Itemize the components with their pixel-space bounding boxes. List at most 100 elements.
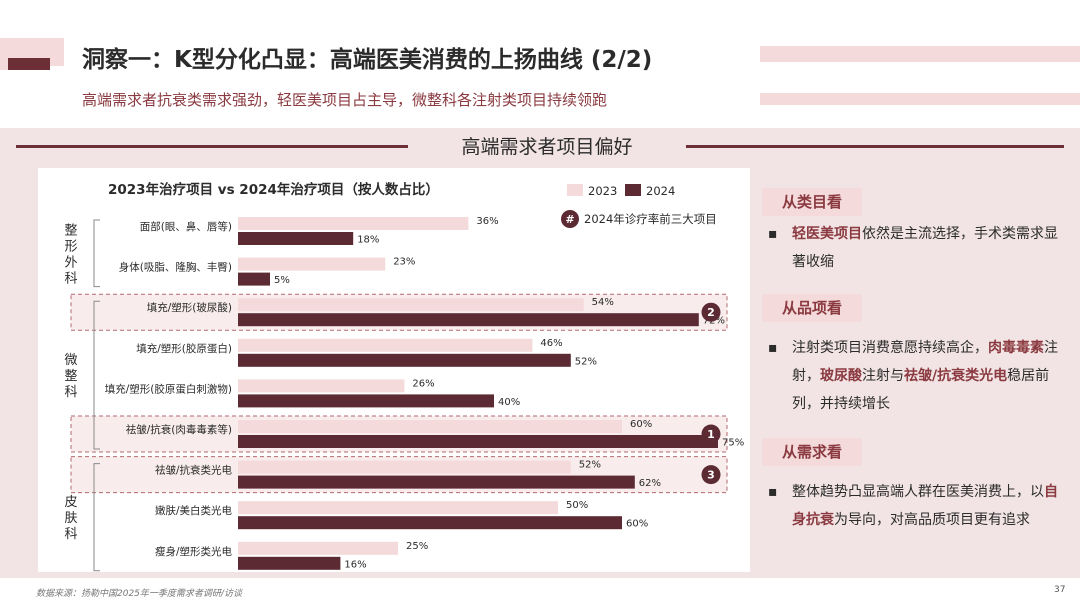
data-label-2024: 75% [722,438,744,449]
bar-2023 [238,217,469,230]
group-label-char: 科 [64,527,77,542]
insight-segment: 为导向，对高品质项目更有追求 [834,512,1030,528]
bar-2024 [238,556,341,570]
bar-2023 [238,501,558,515]
insight-highlight: 玻尿酸 [820,368,862,384]
data-label-2023: 46% [540,338,562,349]
page-number: 37 [1054,585,1066,595]
data-label-2024: 40% [498,397,520,408]
bar-2023 [238,298,584,312]
insights-panel [752,168,1068,572]
group-bracket [93,463,100,572]
header-decor-bar [0,58,8,70]
data-label-2023: 26% [412,378,434,389]
category-label: 填充/塑形(胶原蛋白) [136,342,232,355]
category-label: 面部(眼、鼻、唇等) [140,220,232,233]
insight-segment: 注射， [792,340,1058,384]
bar-2024 [238,475,635,489]
insight-header: 从品项看 [762,294,862,322]
group-bracket [93,300,100,450]
rank-badge-number: 1 [707,428,715,441]
category-label: 嫩肤/美白类光电 [155,504,233,517]
legend-label-2024: 2024 [646,184,675,198]
data-label-2024: 62% [639,478,661,489]
page-title: 洞察一：K型分化凸显：高端医美消费的上扬曲线 (2/2) [82,47,653,73]
data-label-2024: 5% [274,275,290,286]
rank-badge-number: 2 [707,306,715,319]
header-decor-bar-right [760,46,1080,62]
data-label-2023: 25% [406,541,428,552]
bar-2023 [238,379,405,393]
bar-2023 [238,460,571,474]
data-source-note: 数据来源：扬勒中国2025年一季度需求者调研/访谈 [36,589,242,599]
bullet-icon: ▪ [768,340,778,356]
data-label-2023: 52% [579,460,601,471]
category-label: 祛皱/抗衰类光电 [155,464,233,477]
category-label: 祛皱/抗衰(肉毒毒素等) [126,423,232,436]
bar-2024 [238,394,494,408]
group-bracket [93,219,100,288]
bar-2024 [238,272,270,286]
legend-label-2023: 2023 [588,184,617,198]
legend-rank-badge [561,210,579,228]
bar-2023 [238,257,386,271]
section-divider-right [686,145,1064,148]
group-label-char: 科 [64,271,77,286]
category-label: 填充/塑形(玻尿酸) [147,301,232,314]
insight-segment: 依然是主流选择，手术类需求显著收缩 [792,226,1058,270]
legend-swatch-2023 [567,184,583,196]
category-label: 瘦身/塑形类光电 [155,545,233,558]
insight-highlight: 肉毒毒素 [988,340,1044,356]
bar-2023 [238,420,622,433]
bullet-icon: ▪ [768,226,778,242]
insight-header: 从需求看 [762,438,862,466]
rank-badge [701,424,721,444]
group-label-char: 肤 [64,511,77,526]
group-label-char: 形 [64,239,77,254]
group-label-char: 整 [64,369,77,384]
insight-segment: 稳居前列，并持续增长 [792,368,1050,412]
rank-badge [701,465,721,485]
data-label-2023: 50% [566,500,588,511]
chart-title: 2023年治疗项目 vs 2024年治疗项目（按人数占比） [108,181,439,198]
insight-highlight: 祛皱/抗衰类光电 [904,368,1008,384]
bar-2024 [238,313,699,327]
insight-segment: 注射与 [862,368,904,384]
insight-header: 从类目看 [762,188,862,216]
bar-2023 [238,541,398,555]
data-label-2023: 54% [592,297,614,308]
bar-2024 [238,435,718,448]
rank-badge-number: 3 [707,469,715,482]
group-label-char: 科 [64,385,77,400]
data-label-2024: 60% [626,519,648,530]
bullet-icon: ▪ [768,484,778,500]
data-label-2024: 16% [344,559,366,570]
bar-2024 [238,232,354,245]
group-label-char: 整 [64,223,77,238]
header-decor-bar-dark [8,58,50,70]
bar-2024 [238,353,571,367]
insight-text: ▪ 注射类项目消费意愿持续高企，肉毒毒素注射，玻尿酸注射与祛皱/抗衰类光电稳居前列… [768,334,1064,418]
insight-segment: 整体趋势凸显高端人群在医美消费上，以 [792,484,1044,500]
insight-highlight: 轻医美项目 [792,226,862,242]
section-divider-left [16,145,408,148]
data-label-2023: 60% [630,419,652,430]
legend-rank-symbol: # [565,213,574,226]
bar-chart: 2023年治疗项目 vs 2024年治疗项目（按人数占比） 2023 2024 … [64,181,744,572]
insight-highlight: 自身抗衰 [792,484,1058,528]
insight-segment: 注射类项目消费意愿持续高企， [792,340,988,356]
group-label-char: 外 [64,255,77,270]
group-label-char: 皮 [64,495,77,510]
bar-2024 [238,516,622,530]
section-title: 高端需求者项目偏好 [461,136,633,158]
rank-badge [701,302,721,322]
bar-2023 [238,338,533,352]
insight-text: ▪ 轻医美项目依然是主流选择，手术类需求显著收缩 [768,220,1064,276]
data-label-2023: 23% [393,257,415,268]
group-label-char: 微 [64,353,77,368]
legend-swatch-2024 [625,184,641,196]
legend-rank-label: 2024年诊疗率前三大项目 [584,212,717,226]
insight-text: ▪ 整体趋势凸显高端人群在医美消费上，以自身抗衰为导向，对高品质项目更有追求 [768,478,1064,534]
page-subtitle: 高端需求者抗衰类需求强劲，轻医美项目占主导，微整科各注射类项目持续领跑 [82,91,608,109]
category-label: 身体(吸脂、隆胸、丰臀) [119,261,232,274]
